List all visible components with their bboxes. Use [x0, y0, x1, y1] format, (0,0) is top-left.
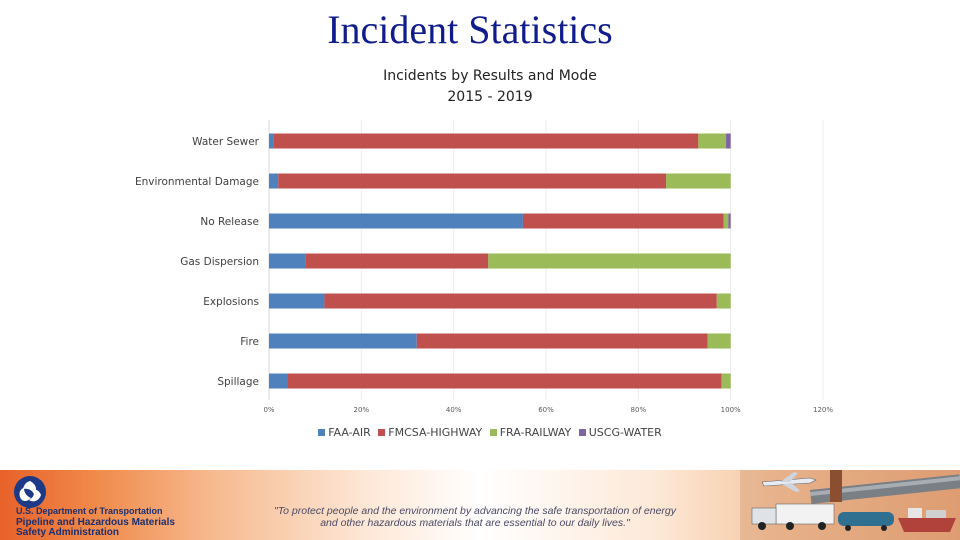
x-tick-label-40: 40%: [446, 406, 462, 414]
bar-no-release-fmcsa-highway: [522, 213, 724, 229]
category-label-water-sewer: Water Sewer: [192, 136, 260, 148]
bar-water-sewer-fra-railway: [698, 133, 727, 149]
bar-gas-dispersion-fmcsa-highway: [305, 253, 489, 269]
bar-no-release-fra-railway: [723, 213, 729, 229]
category-label-spillage: Spillage: [217, 376, 259, 388]
dot-triskelion-icon: [19, 481, 41, 502]
x-tick-label-120: 120%: [813, 406, 833, 414]
mission-quote: "To protect people and the environment b…: [240, 505, 710, 529]
stacked-bar-chart: Water Sewer Environmental Damage No Releas…: [135, 120, 833, 414]
bar-gas-dispersion-fra-railway: [488, 253, 731, 269]
bar-water-sewer-fmcsa-highway: [273, 133, 699, 149]
legend-label-uscg-water: USCG-WATER: [588, 426, 662, 439]
truck-icon: [751, 503, 835, 530]
phmsa-agency-name: Pipeline and Hazardous Materials Safety …: [16, 518, 216, 538]
bar-water-sewer-faa-air: [269, 133, 274, 149]
legend-item-uscg-water: USCG-WATER: [578, 426, 662, 439]
bar-spillage-fmcsa-highway: [287, 373, 722, 389]
legend-label-faa-air: FAA-AIR: [328, 426, 371, 439]
x-tick-label-100: 100%: [721, 406, 741, 414]
bar-environmental-damage-faa-air: [269, 173, 279, 189]
bar-no-release-faa-air: [269, 213, 523, 229]
bar-environmental-damage-fmcsa-highway: [278, 173, 667, 189]
bar-environmental-damage-fra-railway: [666, 173, 731, 189]
airplane-icon: [761, 472, 817, 492]
category-label-no-release: No Release: [200, 216, 259, 228]
agency-line-1: Pipeline and Hazardous Materials: [16, 517, 175, 528]
legend-swatch-faa-air: [318, 429, 326, 436]
chart-title: Incidents by Results and Mode 2015 - 201…: [290, 66, 690, 108]
legend-item-fmcsa-highway: FMCSA-HIGHWAY: [378, 426, 482, 439]
dot-org-name: U.S. Department of Transportation: [16, 506, 163, 516]
legend-swatch-fra-railway: [489, 429, 497, 436]
agency-line-2: Safety Administration: [16, 527, 119, 538]
bar-explosions-fmcsa-highway: [324, 293, 717, 309]
legend-item-faa-air: FAA-AIR: [318, 426, 371, 439]
ship-icon: [898, 508, 956, 532]
x-tick-label-80: 80%: [631, 406, 647, 414]
category-label-fire: Fire: [240, 336, 259, 348]
legend-item-fra-railway: FRA-RAILWAY: [489, 426, 572, 439]
x-tick-label-0: 0%: [263, 406, 274, 414]
chart-title-line-2: 2015 - 2019: [447, 89, 533, 105]
category-label-explosions: Explosions: [203, 296, 259, 308]
category-label-gas-dispersion: Gas Dispersion: [180, 256, 259, 268]
quote-line-2: and other hazardous materials that are e…: [320, 517, 630, 529]
bar-gas-dispersion-faa-air: [269, 253, 306, 269]
bar-explosions-faa-air: [269, 293, 325, 309]
x-tick-label-60: 60%: [538, 406, 554, 414]
bar-spillage-faa-air: [269, 373, 288, 389]
bar-fire-fra-railway: [707, 333, 731, 349]
quote-line-1: "To protect people and the environment b…: [273, 505, 677, 517]
legend-label-fmcsa-highway: FMCSA-HIGHWAY: [388, 426, 483, 439]
slide-title: Incident Statistics: [327, 7, 613, 52]
bar-fire-fmcsa-highway: [416, 333, 708, 349]
category-label-environmental-damage: Environmental Damage: [135, 176, 259, 188]
x-tick-label-20: 20%: [354, 406, 370, 414]
dot-logo-icon: [14, 476, 46, 508]
legend-label-fra-railway: FRA-RAILWAY: [499, 426, 572, 439]
legend-swatch-fmcsa-highway: [378, 429, 386, 436]
bar-explosions-fra-railway: [716, 293, 731, 309]
chart-legend: FAA-AIR FMCSA-HIGHWAY FRA-RAILWAY USCG-W…: [0, 426, 960, 439]
bar-spillage-fra-railway: [721, 373, 731, 389]
transport-collage-image: [740, 470, 960, 540]
bar-no-release-uscg-water: [728, 213, 731, 229]
bar-fire-faa-air: [269, 333, 417, 349]
bar-water-sewer-uscg-water: [726, 133, 731, 149]
chart-title-line-1: Incidents by Results and Mode: [383, 68, 597, 84]
pipeline-icon: [809, 470, 960, 504]
railcar-icon: [838, 512, 894, 531]
legend-swatch-uscg-water: [578, 429, 586, 436]
footer-banner: U.S. Department of Transportation Pipeli…: [0, 470, 960, 540]
